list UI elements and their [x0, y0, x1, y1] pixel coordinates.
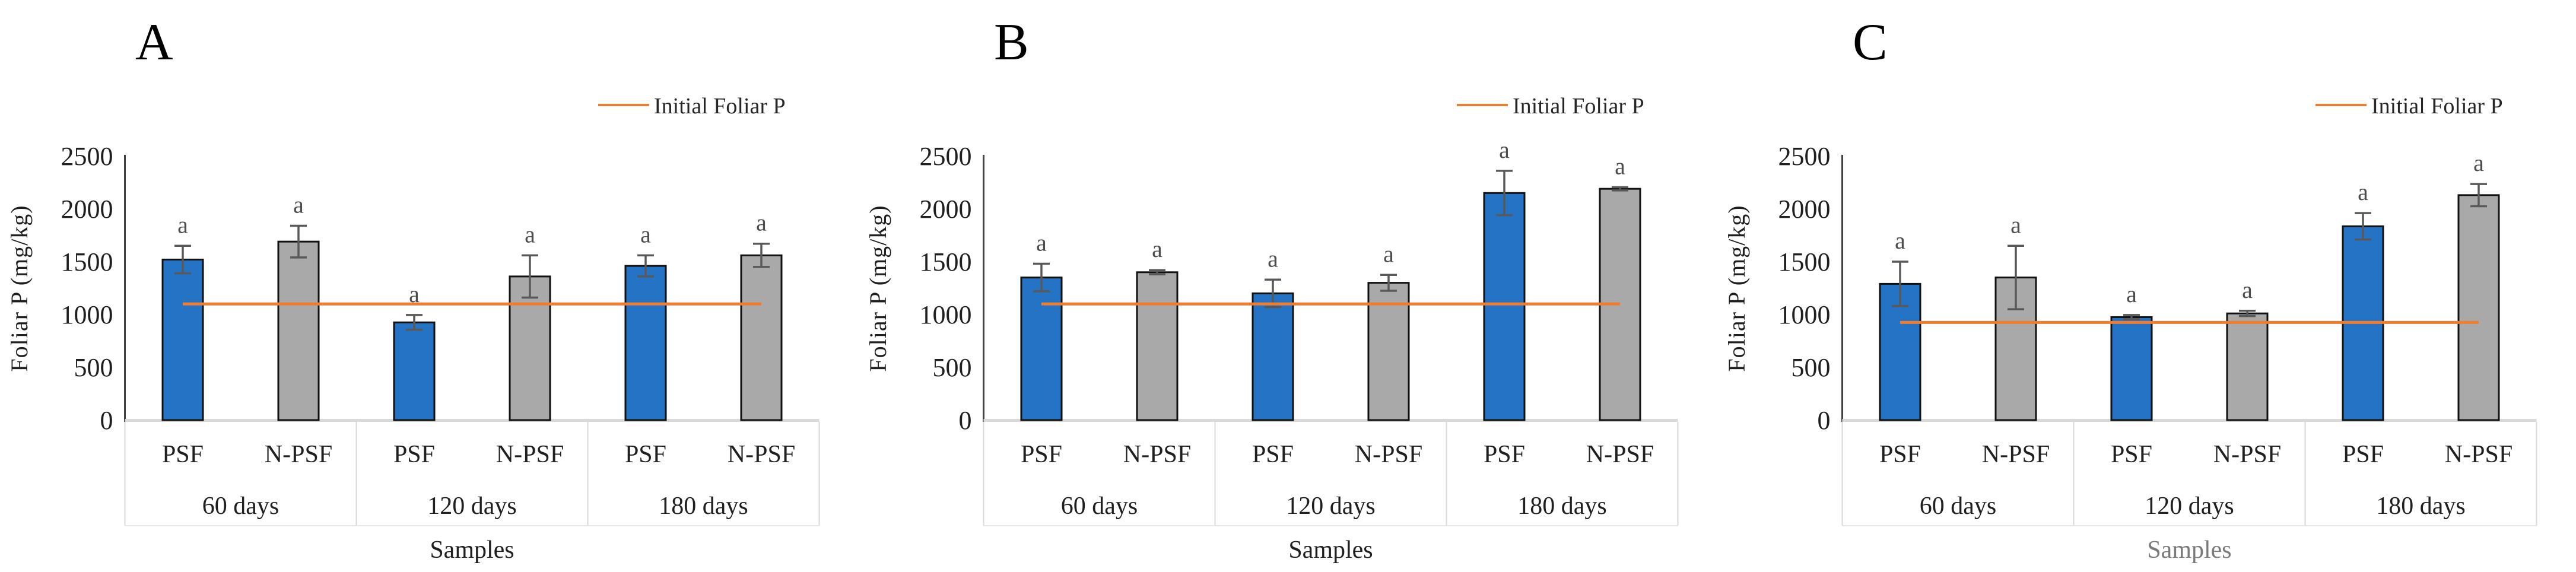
- bar-psf-120-days: [393, 321, 436, 421]
- sig-label: a: [1383, 240, 1394, 267]
- sig-label: a: [1268, 245, 1278, 272]
- panel-c: C Initial Foliar P Foliar P (mg/kg) 0 500 100…: [1717, 0, 2576, 572]
- y-tick-label-1500: 1500: [1778, 247, 1831, 277]
- y-tick-label-1000: 1000: [920, 300, 972, 329]
- sig-label: a: [1895, 227, 1905, 254]
- sig-label: a: [293, 191, 304, 218]
- bar-label-n-psf: N-PSF: [728, 441, 795, 468]
- x-axis-title: Samples: [430, 536, 514, 564]
- sig-label: a: [1152, 236, 1162, 262]
- bar-label-psf: PSF: [393, 441, 435, 468]
- sig-label: a: [1499, 136, 1510, 163]
- panel-a: A Initial Foliar P Foliar P (mg/kg) 0 500 100…: [0, 0, 859, 572]
- bar-label-psf: PSF: [2342, 441, 2384, 468]
- panel-label: A: [135, 14, 173, 71]
- x-axis-line: [1842, 419, 2537, 422]
- bar-label-n-psf: N-PSF: [265, 441, 332, 468]
- bar-label-psf: PSF: [1021, 441, 1062, 468]
- y-tick-label-2500: 2500: [1778, 142, 1831, 171]
- sig-label: a: [525, 221, 535, 247]
- bar-n-psf-180-days: [2457, 194, 2500, 421]
- y-axis-title: Foliar P (mg/kg): [1723, 205, 1750, 371]
- y-tick-label-500: 500: [1792, 353, 1831, 382]
- y-axis-title: Foliar P (mg/kg): [865, 205, 891, 371]
- bar-label-n-psf: N-PSF: [1982, 441, 2050, 468]
- sig-label: a: [2010, 211, 2021, 238]
- group-label-60-days: 60 days: [1920, 492, 1997, 520]
- bar-n-psf-180-days: [740, 254, 783, 421]
- bar-label-psf: PSF: [1252, 441, 1294, 468]
- bar-n-psf-60-days: [277, 240, 320, 421]
- legend-label: Initial Foliar P: [654, 94, 786, 119]
- x-axis-line: [125, 419, 820, 422]
- bar-label-n-psf: N-PSF: [1355, 441, 1422, 468]
- sig-label: a: [756, 209, 767, 236]
- sig-label: a: [1615, 153, 1625, 180]
- x-axis-line: [983, 419, 1678, 422]
- y-tick-label-500: 500: [74, 353, 113, 382]
- bar-psf-120-days: [1252, 292, 1294, 421]
- y-tick-label-2500: 2500: [61, 142, 113, 171]
- sig-label: a: [2126, 281, 2137, 307]
- bar-n-psf-120-days: [1367, 282, 1410, 421]
- group-label-120-days: 120 days: [1286, 492, 1376, 520]
- group-label-120-days: 120 days: [427, 492, 517, 520]
- sig-label: a: [1036, 230, 1047, 256]
- bar-label-psf: PSF: [1484, 441, 1525, 468]
- y-tick-label-2000: 2000: [920, 195, 972, 224]
- y-tick-label-2500: 2500: [920, 142, 972, 171]
- y-tick-label-1000: 1000: [1778, 300, 1831, 329]
- bar-label-psf: PSF: [625, 441, 666, 468]
- bar-n-psf-120-days: [2226, 312, 2269, 421]
- y-tick-label-0: 0: [1818, 406, 1831, 435]
- y-tick-label-1500: 1500: [920, 247, 972, 277]
- panel-label: B: [994, 14, 1029, 71]
- group-label-180-days: 180 days: [659, 492, 748, 520]
- group-label-120-days: 120 days: [2145, 492, 2234, 520]
- legend-label: Initial Foliar P: [2371, 94, 2503, 119]
- group-label-60-days: 60 days: [202, 492, 279, 520]
- bar-psf-180-days: [1483, 192, 1526, 421]
- sig-label: a: [409, 281, 420, 307]
- panel-label: C: [1853, 14, 1888, 71]
- bar-psf-120-days: [2110, 316, 2153, 421]
- bar-label-psf: PSF: [2111, 441, 2152, 468]
- group-label-60-days: 60 days: [1061, 492, 1138, 520]
- chart-c: C Initial Foliar P Foliar P (mg/kg) 0 500 100…: [1723, 14, 2537, 564]
- group-label-180-days: 180 days: [1517, 492, 1607, 520]
- bar-psf-180-days: [624, 265, 667, 421]
- bar-psf-60-days: [161, 258, 204, 421]
- y-tick-label-0: 0: [100, 406, 113, 435]
- bar-label-n-psf: N-PSF: [496, 441, 564, 468]
- y-axis-title: Foliar P (mg/kg): [6, 205, 33, 371]
- chart-b: B Initial Foliar P Foliar P (mg/kg) 0 500 100…: [865, 14, 1679, 564]
- bar-label-n-psf: N-PSF: [1586, 441, 1654, 468]
- y-tick-label-500: 500: [933, 353, 972, 382]
- x-axis-title: Samples: [2147, 536, 2231, 564]
- panel-b: B Initial Foliar P Foliar P (mg/kg) 0 500 100…: [859, 0, 1717, 572]
- y-tick-label-1500: 1500: [61, 247, 113, 277]
- y-tick-label-1000: 1000: [61, 300, 113, 329]
- bar-label-n-psf: N-PSF: [2445, 441, 2513, 468]
- bar-label-n-psf: N-PSF: [2213, 441, 2281, 468]
- sig-label: a: [640, 221, 651, 247]
- sig-label: a: [177, 211, 188, 238]
- y-tick-label-0: 0: [959, 406, 972, 435]
- y-tick-label-2000: 2000: [61, 195, 113, 224]
- sig-label: a: [2358, 179, 2368, 205]
- sig-label: a: [2473, 150, 2484, 176]
- chart-a: A Initial Foliar P Foliar P (mg/kg) 0 500 100…: [6, 14, 820, 564]
- group-label-180-days: 180 days: [2376, 492, 2466, 520]
- bar-label-n-psf: N-PSF: [1123, 441, 1191, 468]
- x-axis-title: Samples: [1288, 536, 1373, 564]
- bar-label-psf: PSF: [162, 441, 204, 468]
- sig-label: a: [2242, 277, 2253, 303]
- legend-label: Initial Foliar P: [1513, 94, 1644, 119]
- bar-label-psf: PSF: [1879, 441, 1921, 468]
- bar-psf-60-days: [1020, 277, 1063, 421]
- bar-n-psf-60-days: [1136, 271, 1179, 421]
- y-tick-label-2000: 2000: [1778, 195, 1831, 224]
